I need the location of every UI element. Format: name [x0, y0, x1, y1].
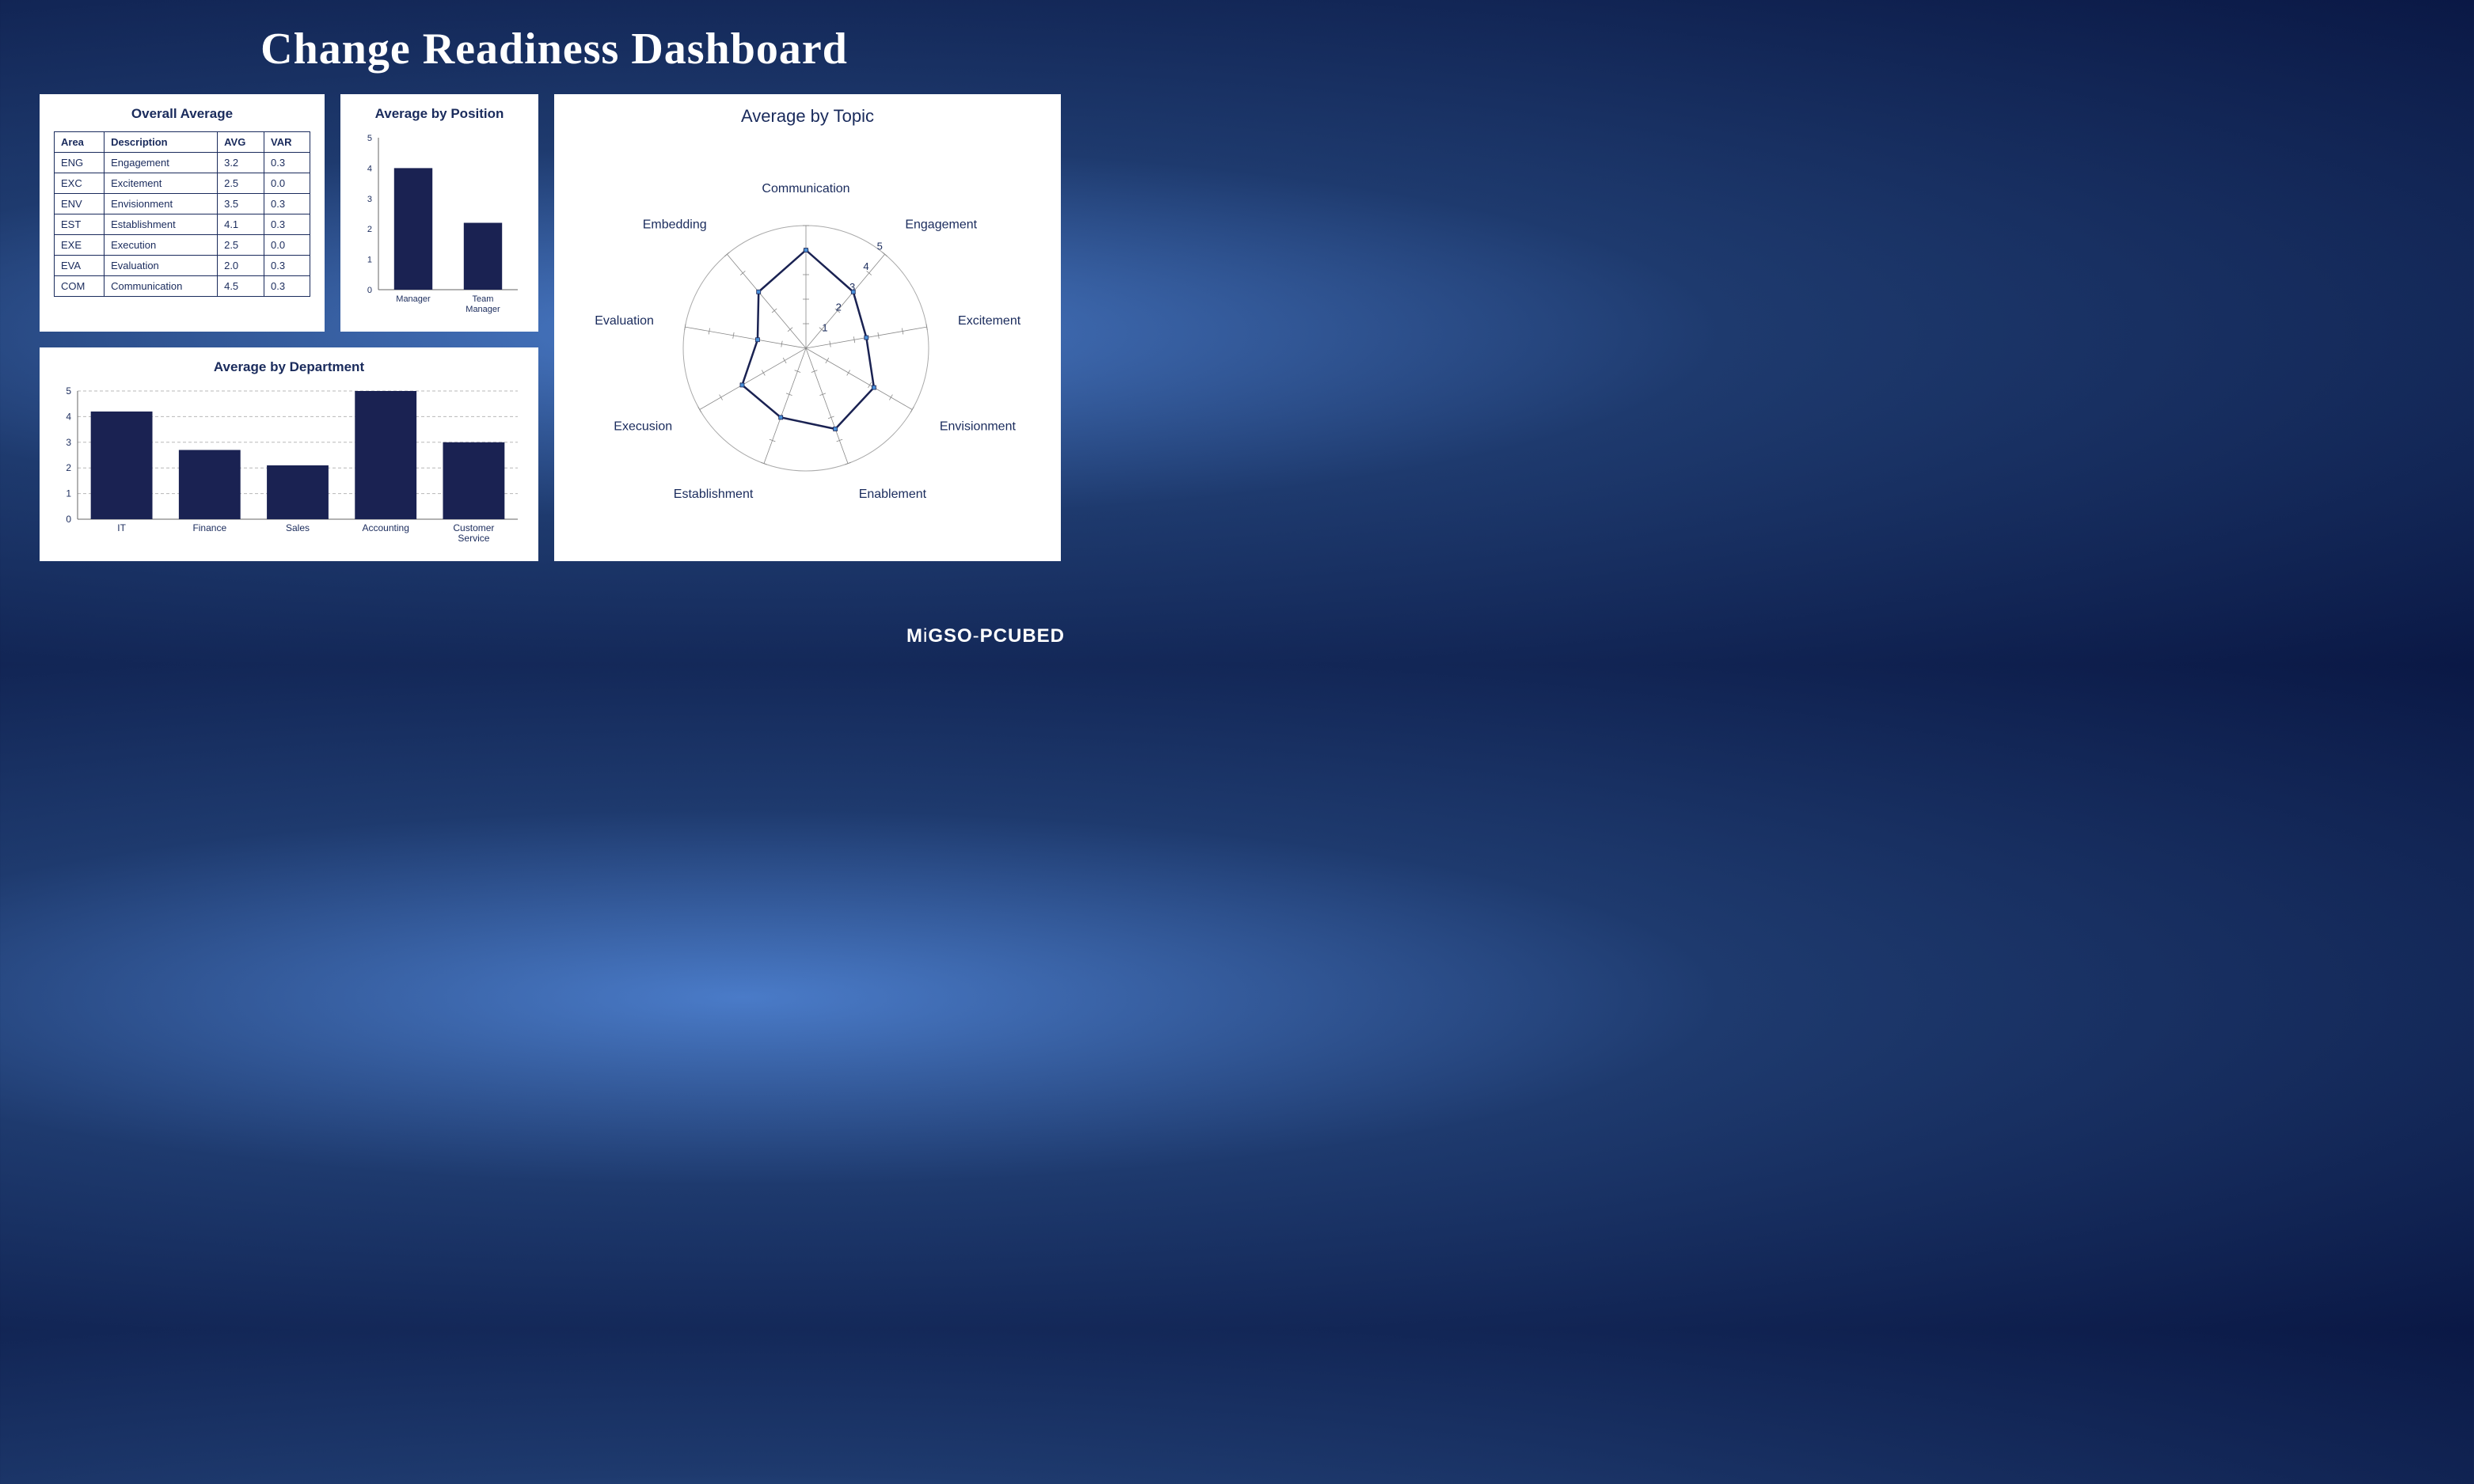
table-header: AVG	[218, 132, 264, 153]
svg-text:Evaluation: Evaluation	[595, 314, 654, 328]
table-header: Description	[105, 132, 218, 153]
svg-text:Communication: Communication	[762, 182, 849, 195]
position-chart: 012345ManagerTeamManager	[355, 131, 524, 321]
svg-text:Manager: Manager	[466, 305, 500, 314]
position-chart-panel: Average by Position 012345ManagerTeamMan…	[340, 94, 538, 332]
svg-text:4: 4	[863, 260, 868, 272]
svg-text:Finance: Finance	[192, 522, 226, 533]
table-header: Area	[55, 132, 105, 153]
svg-text:2: 2	[836, 302, 842, 313]
svg-text:Embedding: Embedding	[643, 218, 707, 232]
svg-text:5: 5	[877, 240, 883, 252]
radar-chart-title: Average by Topic	[568, 106, 1047, 127]
table-header: VAR	[264, 132, 310, 153]
overall-average-table: AreaDescriptionAVGVAR ENGEngagement3.20.…	[54, 131, 310, 297]
dashboard-grid: Overall Average AreaDescriptionAVGVAR EN…	[40, 94, 1069, 561]
svg-text:Enablement: Enablement	[859, 488, 927, 501]
overall-average-title: Overall Average	[54, 106, 310, 122]
svg-text:3: 3	[66, 437, 71, 448]
brand-logo: MiGSO-PCUBED	[906, 625, 1065, 647]
radar-chart-panel: Average by Topic Communication Engagement…	[554, 94, 1061, 561]
svg-text:3: 3	[367, 195, 372, 204]
svg-text:0: 0	[66, 514, 71, 525]
svg-text:Accounting: Accounting	[363, 522, 409, 533]
svg-text:IT: IT	[117, 522, 126, 533]
svg-text:5: 5	[66, 385, 71, 397]
svg-text:2: 2	[367, 225, 372, 234]
svg-text:Service: Service	[458, 533, 489, 544]
department-chart-panel: Average by Department 0 1 2 3 4 5 IT Finance Sal…	[40, 347, 538, 561]
svg-text:4: 4	[367, 164, 372, 173]
overall-average-panel: Overall Average AreaDescriptionAVGVAR EN…	[40, 94, 325, 332]
svg-text:Execusion: Execusion	[614, 420, 672, 434]
svg-text:Engagement: Engagement	[905, 218, 977, 232]
table-row: COMCommunication4.50.3	[55, 276, 310, 297]
dashboard-title: Change Readiness Dashboard	[40, 24, 1069, 74]
department-chart: 0 1 2 3 4 5 IT Finance Sales Accounting CustomerSe…	[54, 385, 524, 551]
svg-text:2: 2	[66, 462, 71, 473]
department-chart-title: Average by Department	[54, 359, 524, 375]
svg-text:Team: Team	[473, 294, 494, 304]
svg-text:Excitement: Excitement	[958, 314, 1021, 328]
svg-text:1: 1	[822, 321, 827, 333]
svg-text:Sales: Sales	[286, 522, 310, 533]
table-row: EXEExecution2.50.0	[55, 235, 310, 256]
table-row: ENGEngagement3.20.3	[55, 153, 310, 173]
table-row: ENVEnvisionment3.50.3	[55, 194, 310, 214]
svg-text:0: 0	[367, 286, 372, 295]
svg-text:Customer: Customer	[453, 522, 494, 533]
svg-text:Establishment: Establishment	[674, 488, 754, 501]
position-chart-title: Average by Position	[355, 106, 524, 122]
svg-text:4: 4	[66, 411, 71, 422]
svg-text:5: 5	[367, 134, 372, 143]
table-row: ESTEstablishment4.10.3	[55, 214, 310, 235]
radar-chart: Communication Engagement Excitement Envisio…	[568, 135, 1043, 538]
svg-text:Manager: Manager	[396, 294, 431, 304]
svg-text:Envisionment: Envisionment	[940, 420, 1017, 434]
table-row: EVAEvaluation2.00.3	[55, 256, 310, 276]
svg-text:1: 1	[66, 488, 71, 499]
table-row: EXCExcitement2.50.0	[55, 173, 310, 194]
svg-text:1: 1	[367, 256, 372, 265]
